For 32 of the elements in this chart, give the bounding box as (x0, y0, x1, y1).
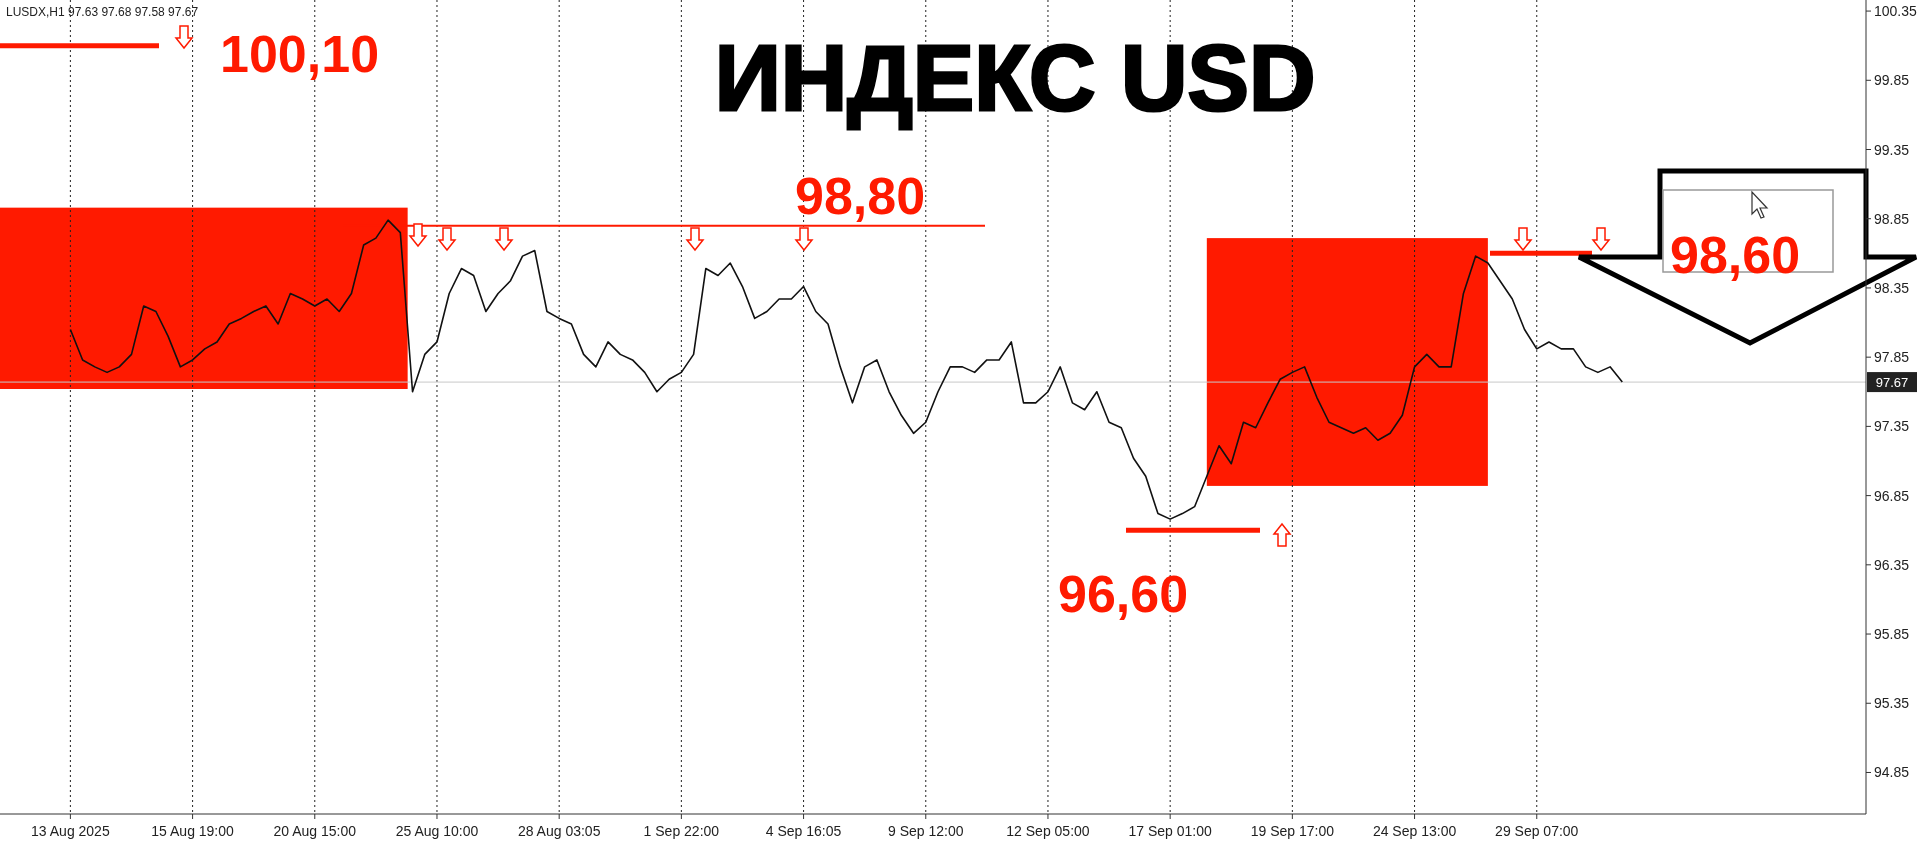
y-tick-label: 97.35 (1874, 418, 1910, 435)
x-tick-label: 24 Sep 13:00 (1372, 823, 1457, 839)
x-tick-label: 28 Aug 03:05 (517, 823, 601, 839)
y-tick-label: 96.85 (1874, 487, 1910, 504)
ref-line-label: 98,80 (795, 166, 926, 225)
x-tick-label: 13 Aug 2025 (31, 823, 110, 839)
x-tick-label: 15 Aug 19:00 (151, 823, 235, 839)
y-tick-label: 98.85 (1874, 210, 1910, 227)
y-tick-label: 99.35 (1874, 141, 1910, 158)
ref-line-label: 98,60 (1670, 226, 1801, 285)
chart-title: ИНДЕКС USD (714, 27, 1316, 129)
y-tick-label: 99.85 (1874, 72, 1910, 89)
x-tick-label: 17 Sep 01:00 (1128, 823, 1213, 839)
ref-line-label: 96,60 (1058, 565, 1189, 624)
ref-line-label: 100,10 (220, 24, 380, 83)
x-tick-label: 9 Sep 12:00 (888, 823, 964, 839)
x-tick-label: 20 Aug 15:00 (273, 823, 357, 839)
annotation: LUSDX,H1 97.63 97.68 97.58 97.67 (6, 5, 199, 19)
y-tick-label: 97.85 (1874, 349, 1910, 366)
x-tick-label: 12 Sep 05:00 (1006, 823, 1090, 839)
x-tick-label: 1 Sep 22:00 (643, 823, 720, 839)
x-tick-label: 25 Aug 10:00 (395, 823, 479, 839)
ref-line-label: 97.67 (1875, 375, 1909, 391)
y-tick-label: 100.35 (1874, 3, 1918, 20)
x-tick-label: 4 Sep 16:05 (765, 823, 842, 839)
y-tick-label: 95.35 (1874, 695, 1910, 712)
y-tick-label: 96.35 (1874, 556, 1910, 573)
y-tick-label: 95.85 (1874, 626, 1910, 643)
x-tick-label: 29 Sep 07:00 (1495, 823, 1579, 839)
y-tick-label: 94.85 (1874, 764, 1910, 781)
y-tick-label: 98.35 (1874, 279, 1910, 296)
x-tick-label: 19 Sep 17:00 (1250, 823, 1335, 839)
